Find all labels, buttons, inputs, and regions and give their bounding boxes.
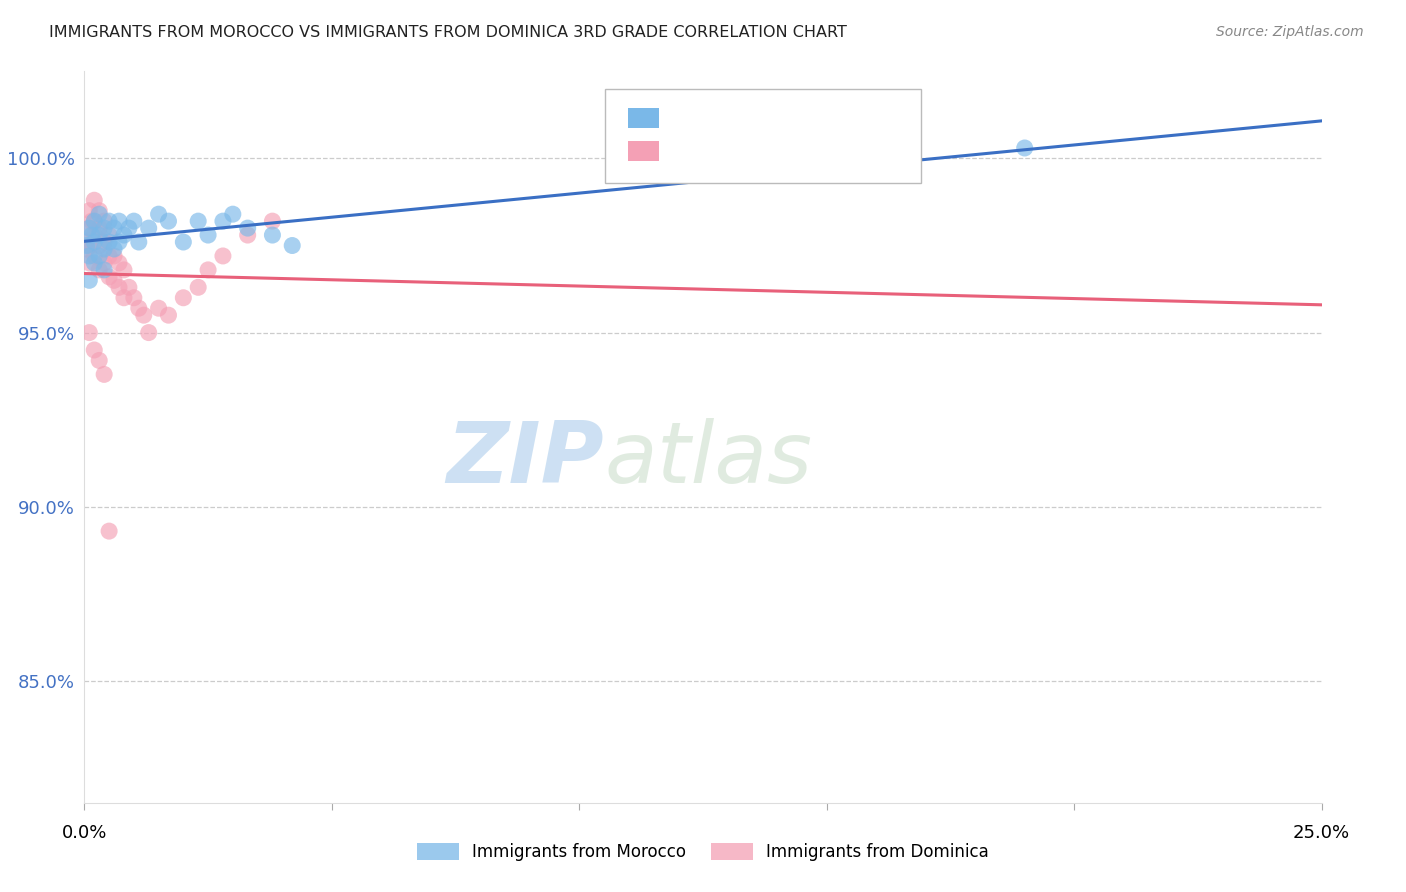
Point (89, 353, 111, 368)
Point (75, 235, 97, 249)
Point (79, 238, 101, 252)
Point (103, 249, 125, 263)
Text: 25.0%: 25.0% (1294, 823, 1350, 842)
Point (89, 249, 111, 263)
Point (80, 214, 103, 228)
Point (108, 235, 131, 249)
Point (112, 263, 135, 277)
Point (112, 291, 135, 305)
Point (83, 256, 105, 270)
Point (89, 203, 111, 218)
Point (93, 368, 115, 382)
Point (79, 326, 101, 340)
Point (83, 235, 105, 249)
Point (93, 214, 115, 228)
Point (93, 263, 115, 277)
Point (98, 214, 121, 228)
Point (98, 524, 121, 538)
Point (212, 214, 235, 228)
Text: atlas: atlas (605, 417, 813, 500)
Point (98, 235, 121, 249)
Text: Source: ZipAtlas.com: Source: ZipAtlas.com (1216, 25, 1364, 39)
Point (1014, 141, 1036, 155)
Text: ZIP: ZIP (446, 417, 605, 500)
Legend: Immigrants from Morocco, Immigrants from Dominica: Immigrants from Morocco, Immigrants from… (411, 836, 995, 868)
Point (172, 235, 194, 249)
Point (89, 207, 111, 221)
Point (93, 235, 115, 249)
Point (89, 238, 111, 252)
Point (108, 280, 131, 294)
Point (98, 249, 121, 263)
Point (187, 280, 209, 294)
Point (222, 207, 245, 221)
Point (79, 221, 101, 235)
Point (122, 291, 145, 305)
Point (79, 249, 101, 263)
Text: R = 0.529: R = 0.529 (668, 109, 759, 127)
Point (108, 214, 131, 228)
Point (83, 343, 105, 357)
Point (118, 221, 141, 235)
Point (83, 193, 105, 207)
Point (98, 269, 121, 284)
Point (197, 228, 219, 243)
Point (80, 228, 103, 243)
Point (138, 221, 160, 235)
Point (262, 214, 284, 228)
Point (83, 214, 105, 228)
Point (122, 214, 145, 228)
Point (281, 238, 304, 252)
Point (157, 308, 180, 322)
Point (138, 326, 160, 340)
Point (128, 301, 150, 316)
Point (93, 221, 115, 235)
Point (76, 242, 98, 256)
Point (148, 301, 170, 316)
Point (83, 228, 105, 243)
Point (89, 263, 111, 277)
Point (187, 214, 209, 228)
Point (112, 228, 135, 243)
Text: 0.0%: 0.0% (62, 823, 107, 842)
Point (172, 291, 194, 305)
Text: R = 0.340: R = 0.340 (668, 142, 759, 160)
Point (93, 242, 115, 256)
Point (103, 242, 125, 256)
Point (93, 256, 115, 270)
Point (98, 228, 121, 243)
Point (236, 221, 259, 235)
Point (89, 221, 111, 235)
Point (79, 203, 101, 218)
Point (79, 273, 101, 287)
Point (79, 256, 101, 270)
Point (157, 214, 180, 228)
Point (197, 263, 219, 277)
Point (83, 249, 105, 263)
Point (103, 273, 125, 287)
Point (108, 256, 131, 270)
Point (103, 221, 125, 235)
Point (76, 238, 98, 252)
Point (118, 280, 141, 294)
Text: N = 45: N = 45 (801, 142, 863, 160)
Point (132, 308, 155, 322)
Point (89, 228, 111, 243)
Text: N = 36: N = 36 (801, 109, 863, 127)
Point (128, 235, 150, 249)
Point (262, 228, 284, 243)
Point (212, 249, 235, 263)
Point (83, 214, 105, 228)
Text: IMMIGRANTS FROM MOROCCO VS IMMIGRANTS FROM DOMINICA 3RD GRADE CORRELATION CHART: IMMIGRANTS FROM MOROCCO VS IMMIGRANTS FR… (49, 25, 846, 40)
Point (148, 207, 170, 221)
Point (236, 228, 259, 243)
Point (79, 221, 101, 235)
